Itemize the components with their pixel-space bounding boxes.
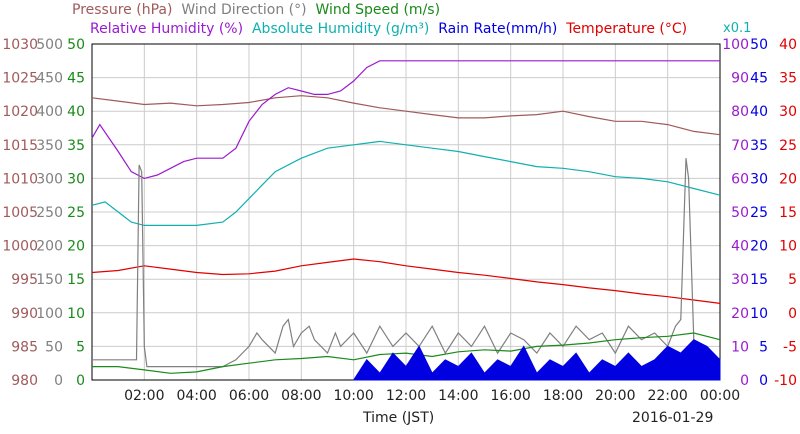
x-tick-label: 22:00 bbox=[647, 388, 687, 404]
axis-tick-label: 30 bbox=[779, 104, 797, 120]
axis-tick-label: 0 bbox=[788, 306, 797, 322]
axis-tick-label: 25 bbox=[750, 205, 768, 221]
legend-wind-speed: Wind Speed (m/s) bbox=[315, 2, 441, 18]
series-absolute-humidity bbox=[91, 140, 721, 226]
axis-tick-label: 1015 bbox=[2, 138, 38, 154]
legend-row-1: Pressure (hPa) Wind Direction (°) Wind S… bbox=[72, 2, 440, 18]
axis-tick-label: 30 bbox=[750, 171, 768, 187]
axis-tick-label: 990 bbox=[11, 306, 38, 322]
axis-tick-label: 200 bbox=[36, 239, 63, 255]
axis-tick-label: 985 bbox=[11, 339, 38, 355]
axis-tick-label: 10 bbox=[731, 339, 749, 355]
x-tick-label: 16:00 bbox=[490, 388, 530, 404]
axis-tick-label: 1030 bbox=[2, 37, 38, 53]
series-pressure bbox=[91, 95, 721, 136]
axis-tick-label: 20 bbox=[779, 171, 797, 187]
axis-tick-label: -5 bbox=[783, 339, 797, 355]
legend-rain-rate: Rain Rate(mm/h) bbox=[438, 21, 558, 37]
axis-tick-label: 70 bbox=[731, 138, 749, 154]
axis-tick-label: 45 bbox=[67, 71, 85, 87]
axis-tick-label: 450 bbox=[36, 71, 63, 87]
axis-tick-label: 35 bbox=[67, 138, 85, 154]
legend-abs-scale: x0.1 bbox=[723, 21, 752, 36]
axis-tick-label: 40 bbox=[67, 104, 85, 120]
axis-tick-label: 30 bbox=[731, 272, 749, 288]
x-tick-label: 18:00 bbox=[543, 388, 583, 404]
legend-wind-direction: Wind Direction (°) bbox=[181, 2, 307, 18]
axis-tick-label: 15 bbox=[750, 272, 768, 288]
axis-tick-label: 40 bbox=[750, 104, 768, 120]
axis-tick-label: 50 bbox=[731, 205, 749, 221]
axis-tick-label: 150 bbox=[36, 272, 63, 288]
axis-tick-label: 1005 bbox=[2, 205, 38, 221]
x-tick-label: 00:00 bbox=[700, 388, 740, 404]
axis-tick-label: 995 bbox=[11, 272, 38, 288]
axis-tick-label: 15 bbox=[67, 272, 85, 288]
axis-tick-label: 0 bbox=[740, 373, 749, 389]
x-tick-label: 10:00 bbox=[333, 388, 373, 404]
axis-tick-label: 45 bbox=[750, 71, 768, 87]
axis-tick-label: 15 bbox=[779, 205, 797, 221]
axis-tick-label: 1000 bbox=[2, 239, 38, 255]
axis-tick-label: 400 bbox=[36, 104, 63, 120]
axis-tick-label: 20 bbox=[67, 239, 85, 255]
axis-tick-label: 1025 bbox=[2, 71, 38, 87]
legend-absolute-humidity: Absolute Humidity (g/m³) bbox=[251, 21, 430, 37]
x-tick-label: 02:00 bbox=[124, 388, 164, 404]
axis-tick-label: 50 bbox=[750, 37, 768, 53]
axis-tick-label: 20 bbox=[731, 306, 749, 322]
date-label: 2016-01-29 bbox=[632, 410, 714, 426]
axis-tick-label: 10 bbox=[779, 239, 797, 255]
x-tick-label: 12:00 bbox=[386, 388, 426, 404]
axis-tick-label: 100 bbox=[36, 306, 63, 322]
axis-tick-label: 5 bbox=[759, 339, 768, 355]
legend-relative-humidity: Relative Humidity (%) bbox=[90, 21, 244, 37]
axis-tick-label: 500 bbox=[36, 37, 63, 53]
axis-tick-label: 60 bbox=[731, 171, 749, 187]
axis-tick-label: 40 bbox=[779, 37, 797, 53]
axis-tick-label: 80 bbox=[731, 104, 749, 120]
axis-tick-label: 35 bbox=[779, 71, 797, 87]
axis-tick-label: 5 bbox=[788, 272, 797, 288]
axis-tick-label: 0 bbox=[54, 373, 63, 389]
x-tick-label: 14:00 bbox=[438, 388, 478, 404]
axis-tick-label: 250 bbox=[36, 205, 63, 221]
axis-tick-label: 40 bbox=[731, 239, 749, 255]
axis-tick-label: 35 bbox=[750, 138, 768, 154]
axis-tick-label: 10 bbox=[750, 306, 768, 322]
x-tick-label: 06:00 bbox=[229, 388, 269, 404]
axis-tick-label: 100 bbox=[722, 37, 749, 53]
axis-tick-label: 50 bbox=[67, 37, 85, 53]
series-wind-speed bbox=[92, 332, 721, 374]
legend-pressure: Pressure (hPa) bbox=[72, 2, 173, 18]
x-tick-label: 08:00 bbox=[281, 388, 321, 404]
x-tick-label: 04:00 bbox=[176, 388, 216, 404]
axis-tick-label: -10 bbox=[774, 373, 797, 389]
axis-tick-label: 300 bbox=[36, 171, 63, 187]
series-temperature bbox=[91, 258, 721, 304]
axis-tick-label: 50 bbox=[45, 339, 63, 355]
axis-tick-label: 10 bbox=[67, 306, 85, 322]
axis-tick-label: 5 bbox=[76, 339, 85, 355]
x-axis-label: Time (JST) bbox=[363, 410, 435, 426]
legend-row-2: Relative Humidity (%) Absolute Humidity … bbox=[90, 21, 687, 37]
x-tick-label: 20:00 bbox=[595, 388, 635, 404]
axis-tick-label: 30 bbox=[67, 171, 85, 187]
axis-tick-label: 90 bbox=[731, 71, 749, 87]
axis-tick-label: 25 bbox=[67, 205, 85, 221]
axis-tick-label: 0 bbox=[759, 373, 768, 389]
axis-tick-label: 20 bbox=[750, 239, 768, 255]
series-rain-rate bbox=[352, 339, 721, 381]
axis-tick-label: 0 bbox=[76, 373, 85, 389]
legend-temperature: Temperature (°C) bbox=[566, 21, 688, 37]
axis-tick-label: 1010 bbox=[2, 171, 38, 187]
axis-tick-label: 1020 bbox=[2, 104, 38, 120]
axis-tick-label: 980 bbox=[11, 373, 38, 389]
axis-tick-label: 350 bbox=[36, 138, 63, 154]
series-relative-humidity bbox=[91, 60, 720, 180]
axis-tick-label: 25 bbox=[779, 138, 797, 154]
